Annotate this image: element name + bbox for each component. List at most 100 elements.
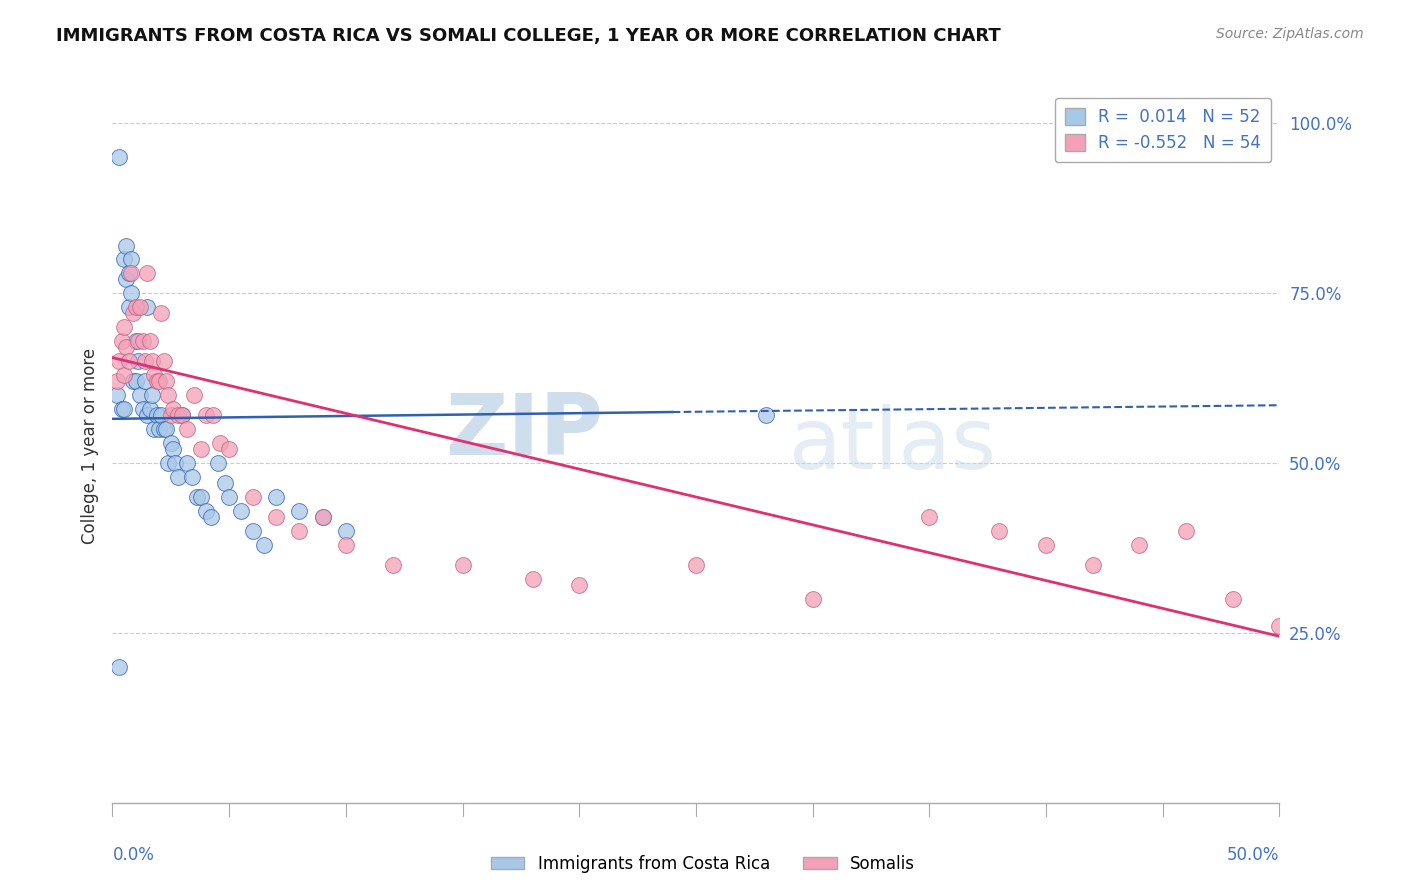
Point: [451, 558, 474, 572]
Point: [118, 300, 141, 314]
Point: [134, 354, 156, 368]
Point: [264, 490, 287, 504]
Point: [115, 238, 138, 252]
Point: [136, 266, 159, 280]
Point: [153, 354, 176, 368]
Point: [136, 300, 159, 314]
Point: [139, 334, 162, 348]
Point: [685, 558, 707, 572]
Point: [136, 409, 159, 423]
Text: ZIP: ZIP: [444, 390, 603, 474]
Text: Source: ZipAtlas.com: Source: ZipAtlas.com: [1216, 27, 1364, 41]
Point: [801, 591, 824, 606]
Point: [146, 409, 169, 423]
Point: [143, 368, 166, 382]
Point: [335, 537, 357, 551]
Point: [1175, 524, 1198, 538]
Point: [112, 368, 135, 382]
Point: [381, 558, 404, 572]
Point: [218, 490, 240, 504]
Point: [108, 150, 131, 164]
Point: [157, 388, 180, 402]
Legend: R =  0.014   N = 52, R = -0.552   N = 54: R = 0.014 N = 52, R = -0.552 N = 54: [1054, 97, 1271, 162]
Point: [264, 510, 287, 524]
Point: [141, 388, 163, 402]
Point: [311, 510, 333, 524]
Point: [139, 401, 162, 416]
Point: [146, 375, 169, 389]
Point: [183, 388, 205, 402]
Point: [155, 422, 177, 436]
Y-axis label: College, 1 year or more: College, 1 year or more: [80, 348, 98, 544]
Point: [218, 442, 240, 457]
Point: [253, 537, 276, 551]
Point: [166, 469, 188, 483]
Point: [112, 401, 135, 416]
Point: [180, 469, 202, 483]
Point: [111, 334, 134, 348]
Text: atlas: atlas: [789, 404, 997, 488]
Point: [122, 306, 145, 320]
Point: [129, 300, 152, 314]
Point: [1268, 619, 1291, 633]
Point: [207, 456, 229, 470]
Point: [125, 334, 148, 348]
Point: [201, 409, 224, 423]
Point: [522, 572, 544, 586]
Point: [242, 490, 264, 504]
Point: [105, 375, 128, 389]
Point: [122, 375, 145, 389]
Point: [148, 375, 170, 389]
Point: [111, 401, 134, 416]
Point: [160, 435, 183, 450]
Point: [1035, 537, 1057, 551]
Point: [115, 272, 138, 286]
Point: [335, 524, 357, 538]
Point: [162, 442, 184, 457]
Point: [311, 510, 333, 524]
Point: [118, 266, 141, 280]
Point: [115, 341, 138, 355]
Point: [153, 422, 176, 436]
Point: [120, 252, 142, 266]
Point: [194, 409, 217, 423]
Point: [112, 320, 135, 334]
Point: [755, 409, 778, 423]
Point: [242, 524, 264, 538]
Point: [288, 503, 311, 517]
Point: [132, 334, 155, 348]
Point: [141, 354, 163, 368]
Point: [176, 456, 198, 470]
Point: [112, 252, 135, 266]
Point: [150, 306, 173, 320]
Point: [172, 409, 194, 423]
Point: [176, 422, 198, 436]
Point: [120, 266, 142, 280]
Point: [186, 490, 208, 504]
Point: [918, 510, 941, 524]
Point: [166, 409, 188, 423]
Point: [162, 401, 184, 416]
Point: [143, 422, 166, 436]
Point: [105, 388, 128, 402]
Point: [1081, 558, 1104, 572]
Point: [132, 401, 155, 416]
Point: [165, 456, 187, 470]
Point: [155, 375, 177, 389]
Point: [229, 503, 252, 517]
Point: [127, 354, 149, 368]
Point: [129, 388, 152, 402]
Point: [108, 354, 131, 368]
Point: [150, 409, 173, 423]
Text: IMMIGRANTS FROM COSTA RICA VS SOMALI COLLEGE, 1 YEAR OR MORE CORRELATION CHART: IMMIGRANTS FROM COSTA RICA VS SOMALI COL…: [56, 27, 1001, 45]
Text: 50.0%: 50.0%: [1227, 846, 1279, 863]
Point: [120, 286, 142, 301]
Point: [288, 524, 311, 538]
Point: [125, 375, 148, 389]
Point: [108, 660, 131, 674]
Point: [194, 503, 217, 517]
Point: [1222, 591, 1244, 606]
Point: [190, 490, 212, 504]
Text: 0.0%: 0.0%: [112, 846, 155, 863]
Point: [988, 524, 1011, 538]
